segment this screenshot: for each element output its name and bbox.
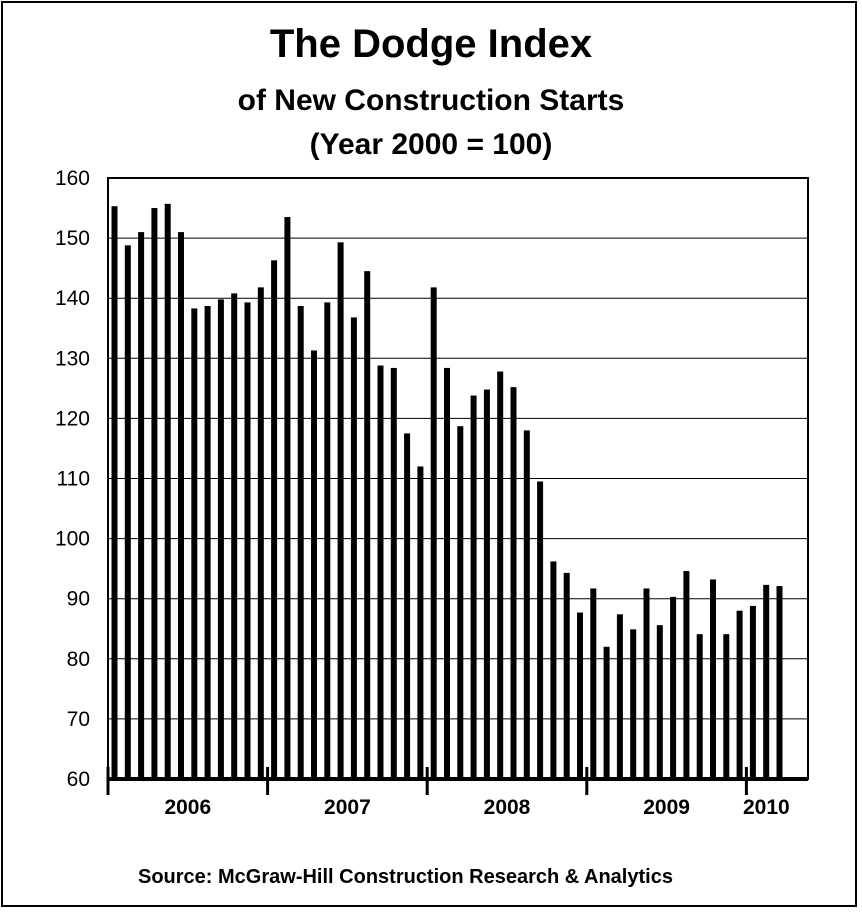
bar <box>417 466 424 779</box>
bar <box>670 596 677 779</box>
y-tick-label: 80 <box>67 648 90 671</box>
bar <box>178 232 184 780</box>
bar <box>577 612 583 779</box>
bar <box>204 306 211 779</box>
bar <box>404 433 411 779</box>
bar <box>377 365 384 779</box>
y-tick-label: 90 <box>67 588 90 611</box>
chart-subtitle: of New Construction Starts <box>237 84 625 117</box>
bar <box>271 260 278 779</box>
bar <box>350 317 357 779</box>
bar <box>124 245 131 779</box>
bar <box>736 610 743 779</box>
bar <box>776 586 783 779</box>
bar <box>457 426 464 779</box>
bar <box>311 350 317 779</box>
x-year-label: 2006 <box>164 796 211 819</box>
bar <box>656 625 663 779</box>
bar <box>523 430 530 779</box>
bar <box>470 395 477 779</box>
bar <box>430 287 437 779</box>
x-year-label: 2008 <box>484 796 531 819</box>
bar <box>138 232 145 780</box>
bar <box>497 371 504 779</box>
x-year-label: 2009 <box>643 796 690 819</box>
bar <box>324 302 331 779</box>
bar <box>550 561 557 779</box>
bar <box>164 203 171 779</box>
bar <box>364 271 371 779</box>
bar <box>483 389 490 779</box>
bar <box>191 308 198 779</box>
x-year-label: 2007 <box>324 796 371 819</box>
bar <box>510 387 517 779</box>
y-tick-label: 70 <box>67 708 90 731</box>
bar <box>749 605 756 779</box>
bar <box>284 217 291 779</box>
bar <box>244 302 251 779</box>
bar <box>723 634 730 779</box>
bar <box>683 571 690 779</box>
y-tick-label: 140 <box>55 287 90 310</box>
bar <box>151 208 158 780</box>
bar <box>763 584 770 779</box>
bar <box>444 367 450 779</box>
bar <box>616 614 623 779</box>
y-tick-label: 100 <box>55 528 90 551</box>
bar <box>563 572 570 779</box>
y-tick-label: 150 <box>55 227 90 250</box>
bar <box>257 287 264 779</box>
bar <box>630 629 637 779</box>
bar <box>337 242 344 779</box>
x-year-label: 2010 <box>743 796 790 819</box>
bar <box>643 588 650 779</box>
bar <box>696 634 703 779</box>
y-tick-label: 160 <box>55 167 90 190</box>
y-tick-label: 130 <box>55 347 90 370</box>
bar <box>590 588 597 779</box>
y-tick-label: 60 <box>67 768 90 791</box>
bar <box>603 646 610 779</box>
bar <box>390 367 397 779</box>
bar <box>710 579 716 779</box>
bar <box>111 206 118 779</box>
chart-title: The Dodge Index <box>269 22 593 66</box>
y-tick-label: 120 <box>55 407 90 430</box>
chart-subtitle-base-year: (Year 2000 = 100) <box>309 128 553 161</box>
bar <box>537 481 544 779</box>
source-note: Source: McGraw-Hill Construction Researc… <box>138 866 673 888</box>
bar <box>217 299 224 779</box>
bar <box>231 293 238 779</box>
bar <box>297 306 304 779</box>
y-tick-label: 110 <box>57 468 90 491</box>
